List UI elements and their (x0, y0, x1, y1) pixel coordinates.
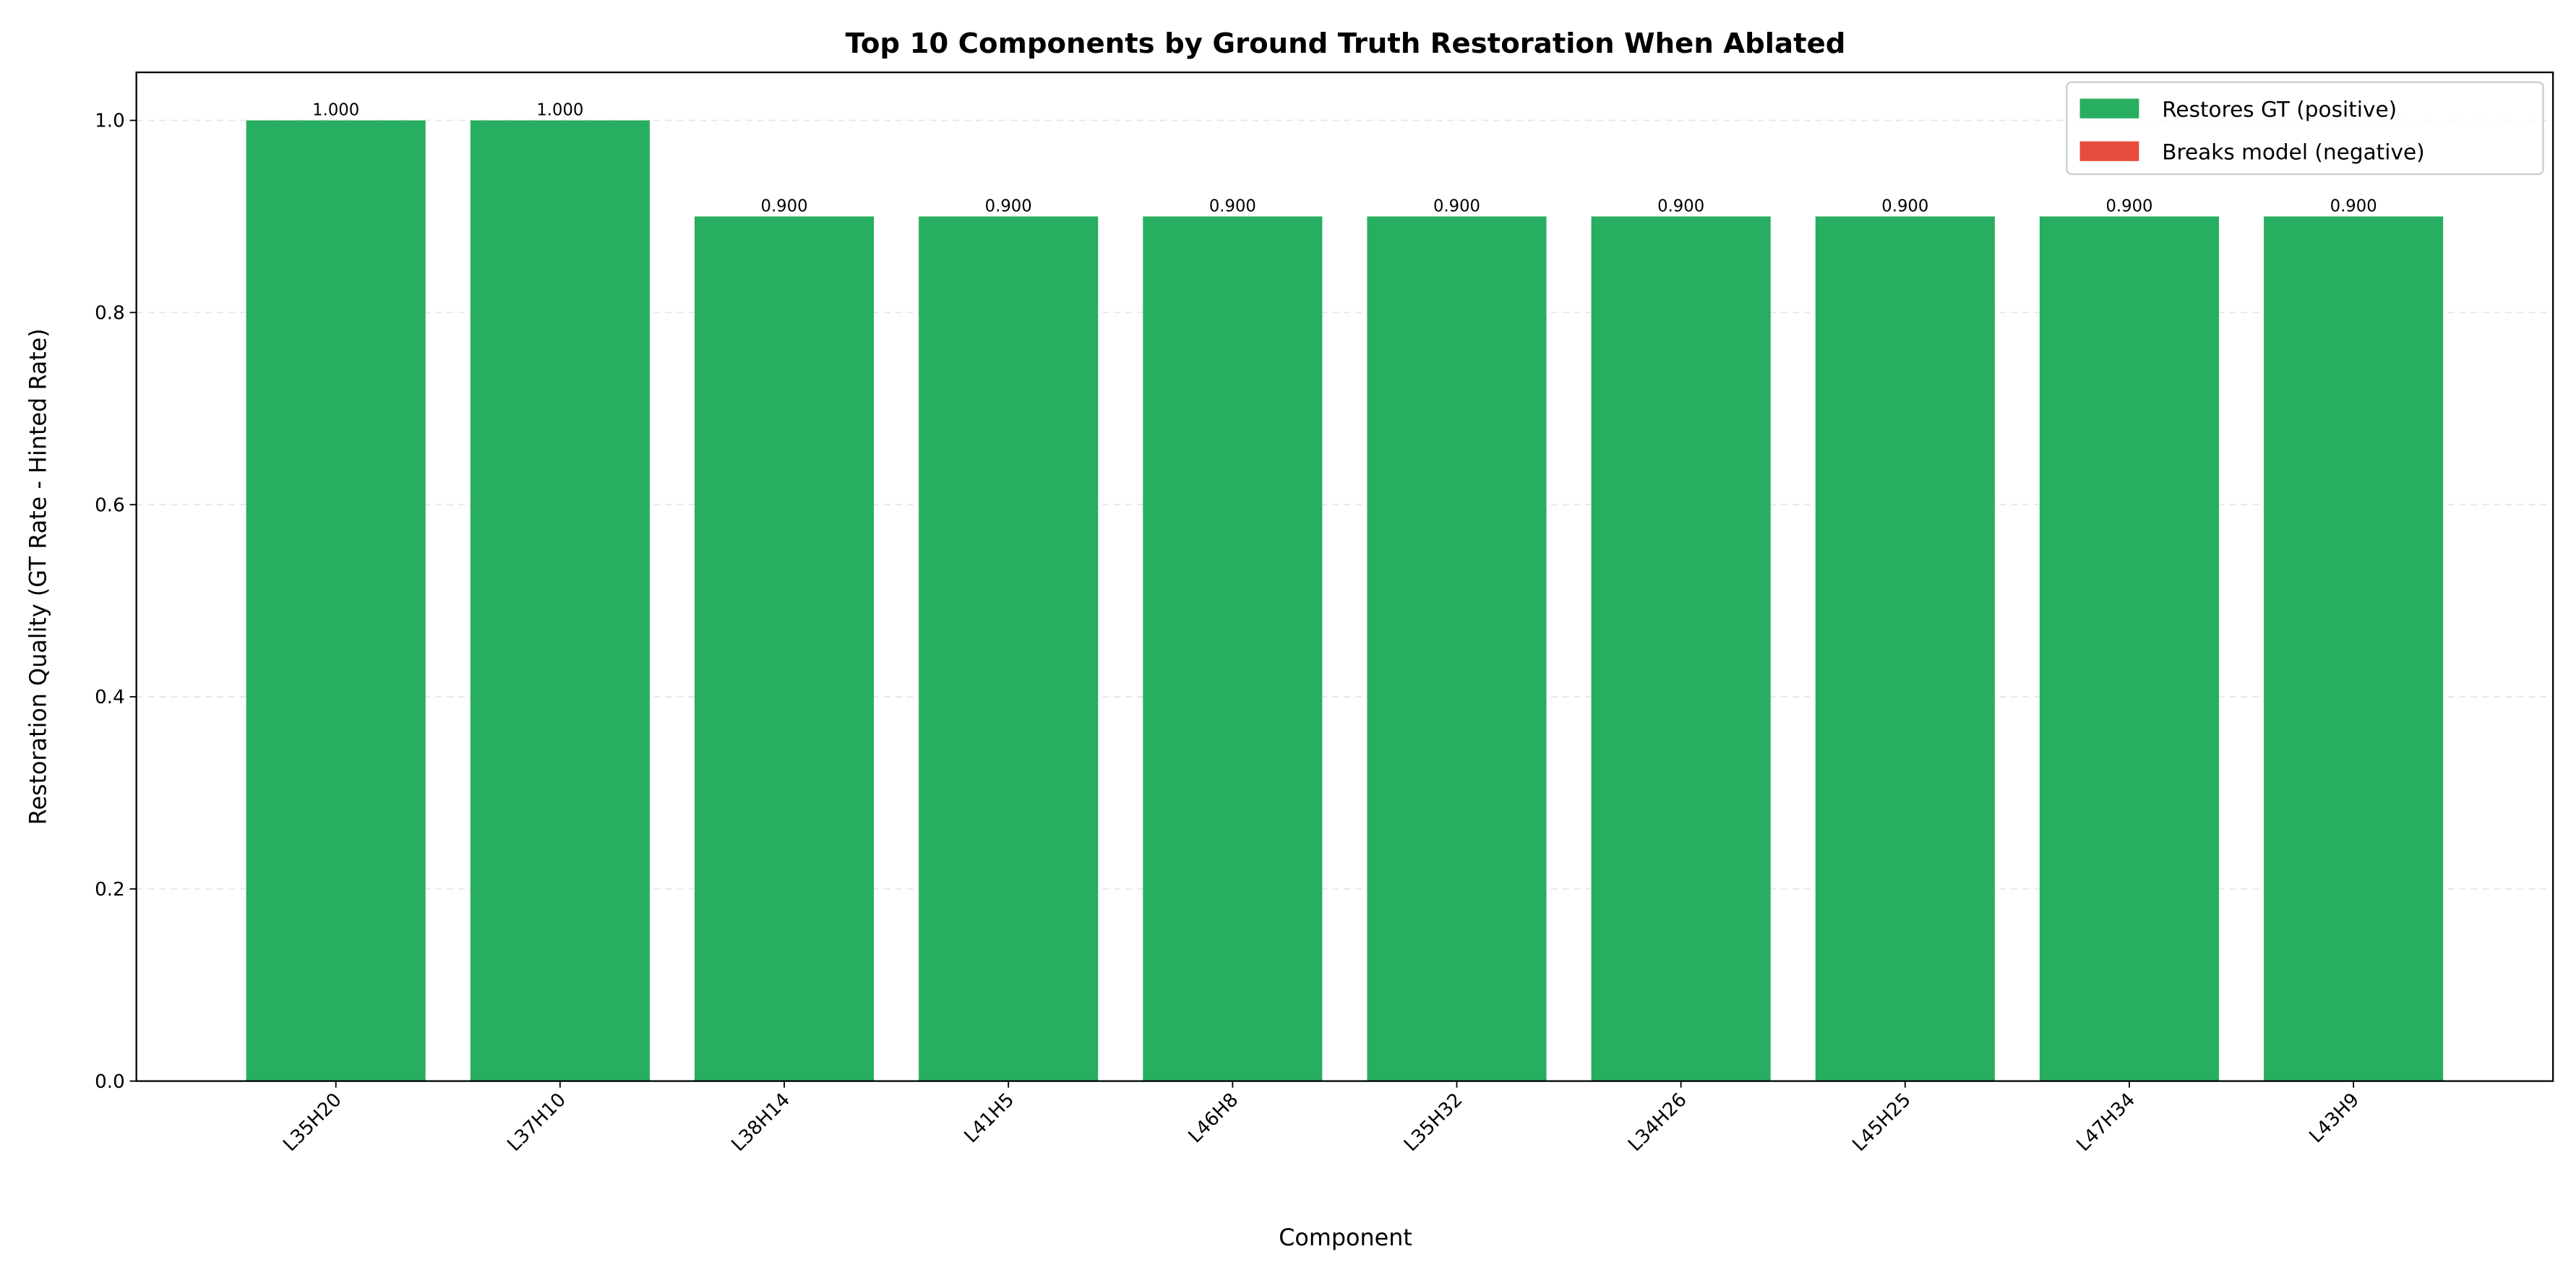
x-tick-label: L35H32 (1400, 1089, 1467, 1156)
x-tick-label: L37H10 (503, 1089, 570, 1156)
x-tick-label: L41H5 (961, 1089, 1019, 1148)
value-label: 0.900 (985, 197, 1032, 216)
bar (1367, 216, 1547, 1081)
legend-swatch (2079, 98, 2139, 119)
bar (1591, 216, 1771, 1081)
chart-title: Top 10 Components by Ground Truth Restor… (846, 27, 1846, 60)
bar (470, 120, 650, 1081)
y-tick-label: 1.0 (95, 111, 125, 132)
y-tick-label: 0.2 (95, 879, 125, 901)
legend: Restores GT (positive) Breaks model (nega… (2066, 81, 2544, 176)
x-axis-label: Component (1279, 1224, 1412, 1251)
x-tick-label: L43H9 (2306, 1089, 2364, 1148)
legend-label: Breaks model (negative) (2162, 140, 2424, 165)
bar (694, 216, 875, 1081)
x-tick-label: L45H25 (1848, 1089, 1915, 1156)
x-tick-label: L46H8 (1185, 1089, 1243, 1148)
y-axis-label: Restoration Quality (GT Rate - Hinted Ra… (25, 328, 52, 825)
value-label: 0.900 (1433, 197, 1480, 216)
x-tick-label: L47H34 (2073, 1089, 2139, 1156)
legend-swatch (2079, 141, 2139, 161)
legend-box (2066, 81, 2544, 176)
value-label: 1.000 (312, 101, 359, 120)
x-tick-label: L35H20 (279, 1089, 345, 1156)
legend-label: Restores GT (positive) (2162, 97, 2397, 121)
y-tick-label: 0.0 (95, 1071, 125, 1093)
x-tick-label: L38H14 (728, 1089, 794, 1156)
value-label: 1.000 (536, 101, 583, 120)
y-tick-label: 0.8 (95, 302, 125, 324)
bar (246, 120, 426, 1081)
value-label: 0.900 (2105, 197, 2152, 216)
bar (1143, 216, 1323, 1081)
x-tick-label: L34H26 (1624, 1089, 1691, 1156)
value-label: 0.900 (760, 197, 807, 216)
y-tick-label: 0.6 (95, 494, 125, 516)
bar (2264, 216, 2444, 1081)
plot-frame (135, 71, 2554, 1082)
value-label: 0.900 (1657, 197, 1704, 216)
value-label: 0.900 (1209, 197, 1256, 216)
bar (919, 216, 1099, 1081)
bar (1815, 216, 1995, 1081)
value-label: 0.900 (2330, 197, 2377, 216)
bar (2039, 216, 2220, 1081)
value-label: 0.900 (1881, 197, 1928, 216)
y-tick-label: 0.4 (95, 687, 125, 708)
